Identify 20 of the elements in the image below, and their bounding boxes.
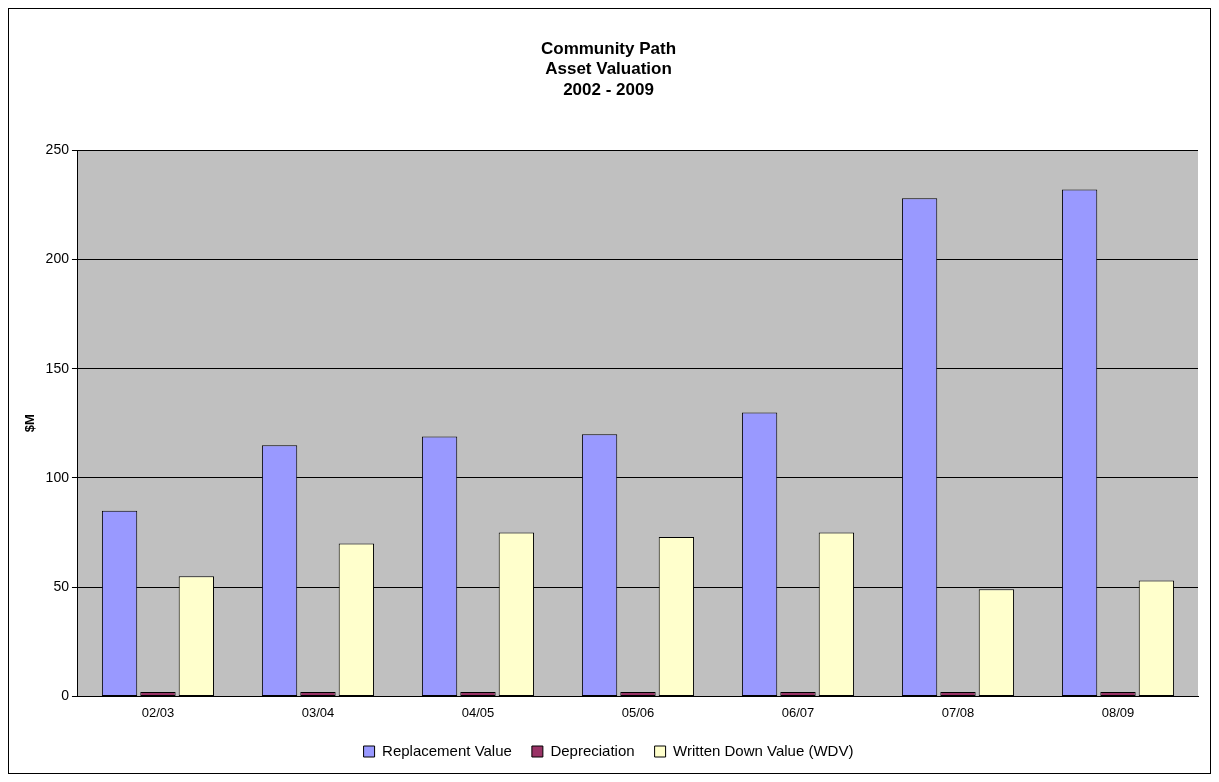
- y-tick-label: 100: [45, 468, 70, 485]
- y-tick-label: 0: [61, 687, 70, 704]
- y-tick-label: 200: [45, 250, 70, 267]
- text: Asset Valuation: [545, 59, 672, 79]
- x-tick-label: 05/06: [621, 704, 655, 720]
- x-tick-label: 06/07: [781, 704, 815, 720]
- x-tick-label: 07/08: [941, 704, 975, 720]
- y-axis-title: $M: [22, 414, 38, 433]
- legend-label: Depreciation: [550, 741, 635, 759]
- legend-label: Replacement Value: [382, 741, 512, 759]
- legend-label: Written Down Value (WDV): [673, 741, 854, 759]
- y-tick-label: 150: [45, 359, 70, 376]
- x-tick-label: 02/03: [141, 704, 175, 720]
- x-tick-label: 03/04: [301, 704, 335, 720]
- x-tick-label: 04/05: [461, 704, 495, 720]
- y-tick-label: 250: [45, 141, 70, 158]
- text: 2002 - 2009: [563, 79, 654, 99]
- x-tick-label: 08/09: [1101, 704, 1135, 720]
- y-tick-label: 50: [53, 578, 70, 595]
- text: Community Path: [540, 38, 677, 58]
